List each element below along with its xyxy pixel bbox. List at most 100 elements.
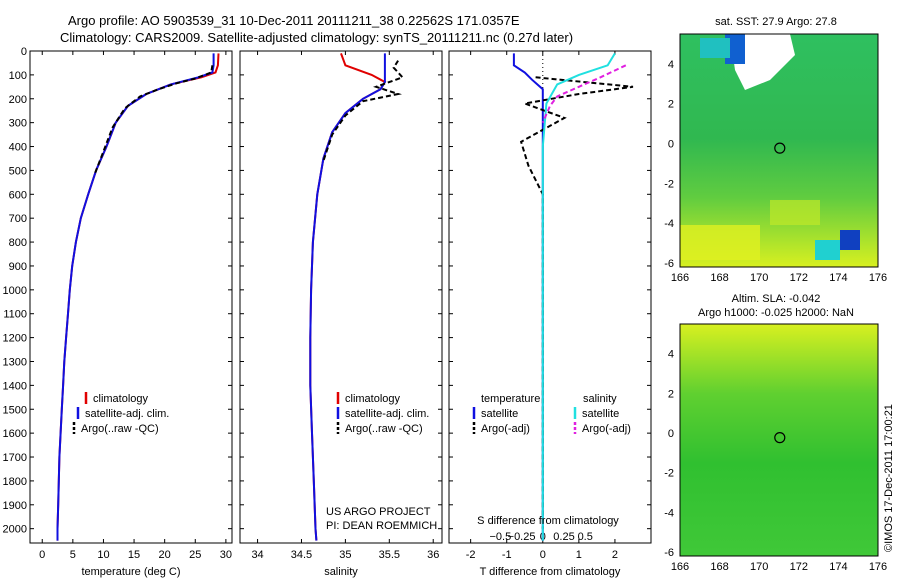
y-tick-label: 1800 bbox=[3, 476, 27, 488]
sla-map bbox=[679, 323, 879, 557]
map-y-tick-label: 4 bbox=[668, 349, 674, 361]
series-line-temperature-satellite bbox=[512, 53, 544, 541]
y-tick-label: 0 bbox=[21, 46, 27, 58]
legend-label-temp-satellite: satellite bbox=[481, 408, 518, 420]
map-x-tick-label: 170 bbox=[750, 561, 768, 573]
sst-map-title: sat. SST: 27.9 Argo: 27.8 bbox=[715, 16, 837, 28]
y-tick-label: 400 bbox=[9, 142, 27, 154]
y-tick-label: 700 bbox=[9, 213, 27, 225]
map-x-tick-label: 168 bbox=[710, 272, 728, 284]
y-tick-label: 1200 bbox=[3, 333, 27, 345]
salinity-panel bbox=[239, 50, 443, 544]
x-tick-label: 15 bbox=[128, 549, 140, 561]
x-tick-label: 34 bbox=[251, 549, 263, 561]
map-x-tick-label: 166 bbox=[671, 272, 689, 284]
map-y-tick-label: 0 bbox=[668, 428, 674, 440]
legend-label-climatology: climatology bbox=[345, 393, 401, 405]
y-tick-label: 1300 bbox=[3, 356, 27, 368]
difference-legend: temperature salinity satellite Argo(-adj… bbox=[472, 393, 631, 435]
map-x-tick-label: 170 bbox=[750, 272, 768, 284]
x-tick-label: 20 bbox=[159, 549, 171, 561]
y-tick-label: 1700 bbox=[3, 452, 27, 464]
sla-map-title: Altim. SLA: -0.042 bbox=[732, 293, 821, 305]
map-y-tick-label: -2 bbox=[664, 468, 674, 480]
y-tick-label: 1900 bbox=[3, 500, 27, 512]
legend-label-temp-argo: Argo(-adj) bbox=[481, 423, 530, 435]
series-line-satellite-adj-clim- bbox=[309, 53, 386, 541]
series-line-argo-raw-qc- bbox=[93, 65, 214, 176]
y-tick-label: 1000 bbox=[3, 285, 27, 297]
map-y-tick-label: -4 bbox=[664, 507, 674, 519]
map-y-tick-label: -6 bbox=[664, 547, 674, 559]
map-y-tick-label: -6 bbox=[664, 258, 674, 270]
legend-label-satellite: satellite-adj. clim. bbox=[85, 408, 169, 420]
legend-label-sal-satellite: satellite bbox=[582, 408, 619, 420]
sst-map-frame bbox=[679, 33, 879, 268]
sst-cyan-patch-2 bbox=[815, 240, 840, 260]
map-y-tick-label: 4 bbox=[668, 59, 674, 71]
y-tick-label: 1500 bbox=[3, 404, 27, 416]
title-line-1: Argo profile: AO 5903539_31 10-Dec-2011 … bbox=[68, 13, 520, 28]
map-y-tick-label: 2 bbox=[668, 388, 674, 400]
salinity-legend: climatology satellite-adj. clim. Argo(..… bbox=[336, 392, 429, 435]
s-diff-tick-label: −0.25 bbox=[508, 531, 536, 543]
s-diff-tick-label: 0.5 bbox=[578, 531, 593, 543]
legend-label-argo: Argo(..raw -QC) bbox=[81, 423, 159, 435]
legend-title-temperature: temperature bbox=[481, 393, 540, 405]
x-tick-label: 0 bbox=[540, 549, 546, 561]
series-line-satellite-adj-clim- bbox=[56, 53, 215, 541]
x-tick-label: 25 bbox=[189, 549, 201, 561]
y-tick-label: 1100 bbox=[3, 309, 27, 321]
temperature-axis-label: temperature (deg C) bbox=[81, 566, 180, 578]
pi-text: PI: DEAN ROEMMICH bbox=[326, 520, 437, 532]
map-x-tick-label: 176 bbox=[869, 272, 887, 284]
map-y-tick-label: -2 bbox=[664, 178, 674, 190]
title-line-2: Climatology: CARS2009. Satellite-adjuste… bbox=[60, 30, 573, 45]
series-line-climatology bbox=[309, 53, 387, 541]
y-tick-label: 200 bbox=[9, 94, 27, 106]
x-tick-label: -2 bbox=[466, 549, 476, 561]
x-tick-label: 35 bbox=[339, 549, 351, 561]
x-tick-label: 1 bbox=[576, 549, 582, 561]
legend-label-sal-argo: Argo(-adj) bbox=[582, 423, 631, 435]
series-line-salinity-argo-adj- bbox=[541, 64, 627, 124]
y-tick-label: 2000 bbox=[3, 524, 27, 536]
s-diff-tick-label: −0.5 bbox=[489, 531, 511, 543]
map-y-tick-label: -4 bbox=[664, 218, 674, 230]
y-tick-label: 300 bbox=[9, 118, 27, 130]
series-line-climatology bbox=[56, 53, 220, 541]
temperature-legend: climatology satellite-adj. clim. Argo(..… bbox=[72, 392, 169, 435]
map-x-tick-label: 172 bbox=[790, 561, 808, 573]
sla-map-frame bbox=[679, 323, 879, 557]
series-line-temperature-argo-adj- bbox=[519, 76, 634, 529]
s-diff-tick-label: 0.25 bbox=[553, 531, 574, 543]
difference-panel bbox=[448, 50, 652, 544]
sst-cloud-patch bbox=[730, 34, 795, 90]
sla-map-subtitle: Argo h1000: -0.025 h2000: NaN bbox=[698, 307, 854, 319]
x-tick-label: 0 bbox=[39, 549, 45, 561]
legend-label-climatology: climatology bbox=[93, 393, 149, 405]
y-tick-label: 100 bbox=[9, 70, 27, 82]
x-tick-label: 36 bbox=[427, 549, 439, 561]
map-x-tick-label: 174 bbox=[829, 272, 847, 284]
imos-stamp: ©IMOS 17-Dec-2011 17:00:21 bbox=[883, 404, 895, 552]
series-line-salinity-satellite bbox=[541, 52, 616, 541]
x-tick-label: -1 bbox=[502, 549, 512, 561]
x-tick-label: 5 bbox=[70, 549, 76, 561]
map-x-tick-label: 172 bbox=[790, 272, 808, 284]
sst-cyan-patch bbox=[700, 38, 730, 58]
legend-title-salinity: salinity bbox=[583, 393, 617, 405]
sla-argo-marker bbox=[774, 432, 786, 444]
map-x-tick-label: 166 bbox=[671, 561, 689, 573]
map-x-tick-label: 176 bbox=[869, 561, 887, 573]
y-tick-label: 500 bbox=[9, 165, 27, 177]
sst-yellow-patch-2 bbox=[770, 200, 820, 225]
map-x-tick-label: 174 bbox=[829, 561, 847, 573]
credit-text: US ARGO PROJECT bbox=[326, 506, 431, 518]
temperature-panel bbox=[29, 50, 233, 544]
map-y-tick-label: 2 bbox=[668, 99, 674, 111]
x-tick-label: 34.5 bbox=[291, 549, 312, 561]
x-tick-label: 10 bbox=[97, 549, 109, 561]
y-tick-label: 1600 bbox=[3, 428, 27, 440]
